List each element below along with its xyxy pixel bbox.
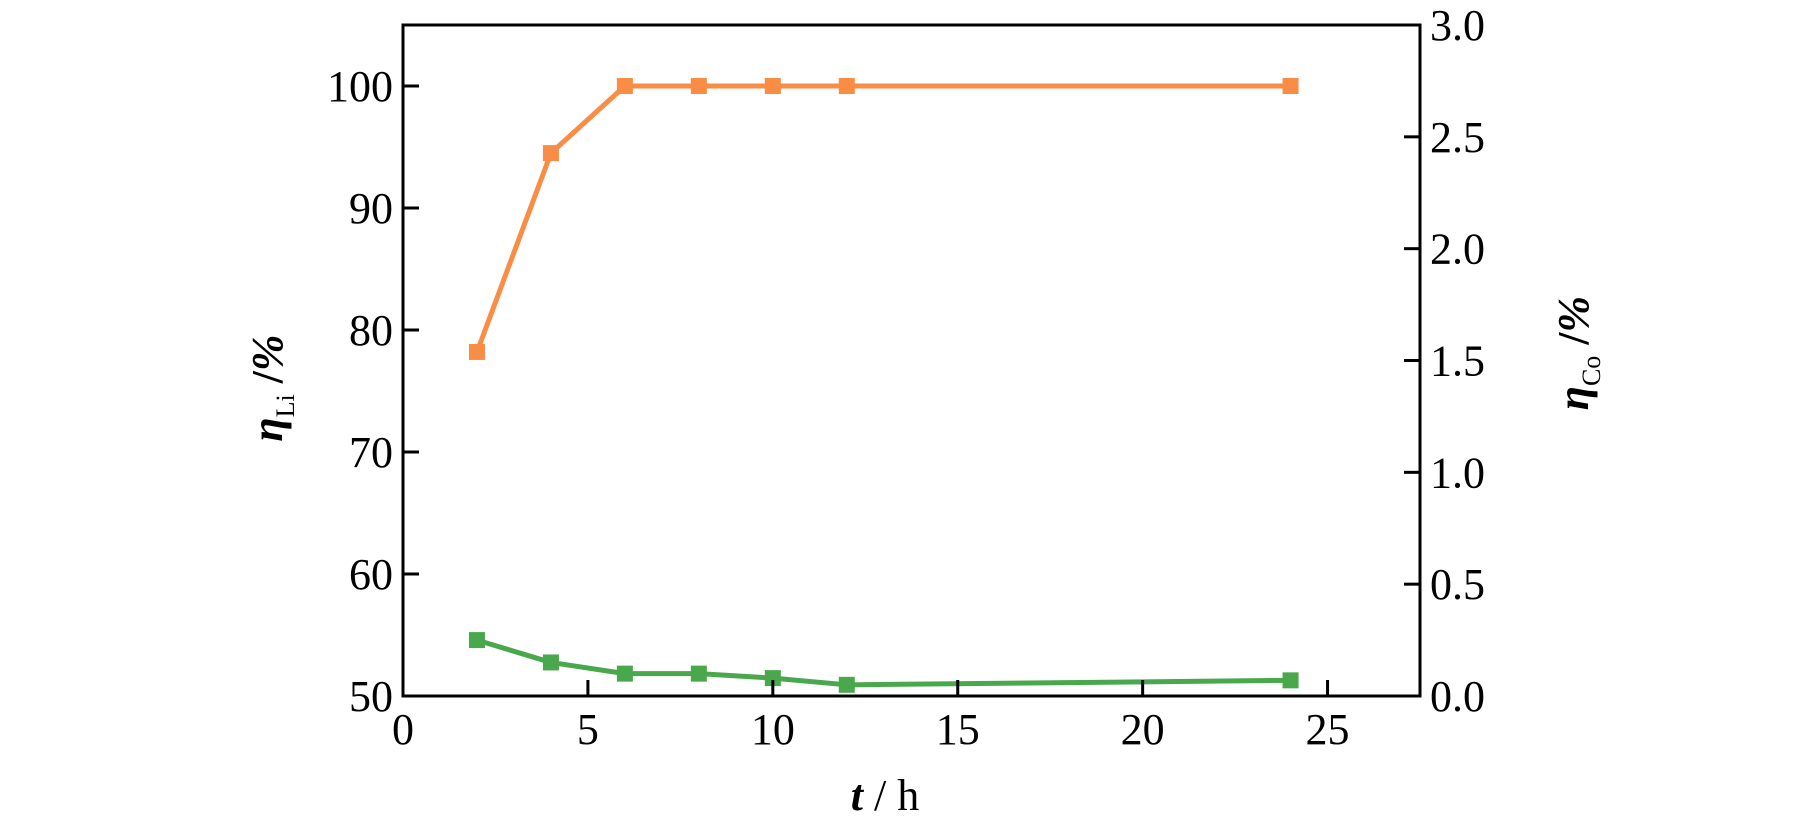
y-right-tick-label: 0.5 [1430,560,1485,609]
plot-frame [401,23,1422,698]
y-right-tick-label: 2.0 [1430,225,1485,274]
y-left-tick-label: 90 [349,184,393,233]
co-series-line [476,637,1291,688]
y-left-axis-title: ηLi /% [243,334,300,441]
co-data-point [616,665,633,682]
y-right-symbol: η [1549,386,1598,410]
x-tick-label: 25 [1306,705,1350,754]
co-data-point [1282,672,1299,689]
li-data-point [1282,78,1299,94]
y-left-tick-label: 50 [349,672,393,721]
y-right-tick-label: 2.5 [1430,113,1485,162]
x-tick-label: 0 [392,705,414,754]
y-left-tick-label: 100 [327,62,393,111]
y-right-tick-label: 0.0 [1430,672,1485,721]
x-tick-label: 5 [577,705,599,754]
li-data-point [690,78,707,94]
x-tick-label: 20 [1121,705,1165,754]
co-data-point [838,676,855,693]
x-tick-label: 15 [936,705,980,754]
y-left-unit: % [243,334,292,371]
y-right-subscript: Co [1577,356,1606,386]
y-right-tick-label: 1.0 [1430,448,1485,497]
co-data-point [468,632,485,649]
y-right-tick-label: 3.0 [1430,1,1485,50]
li-data-point [616,78,633,94]
y-left-tick-label: 80 [349,306,393,355]
x-axis-unit: h [897,771,919,820]
y-right-axis-title: ηCo /% [1549,296,1606,410]
y-right-sep: / [1549,332,1598,356]
x-axis-title: t / h [851,771,919,820]
y-left-tick-label: 60 [349,550,393,599]
x-axis-symbol: t [851,771,865,820]
y-right-unit: % [1549,296,1598,333]
y-left-sep: / [243,370,292,394]
series-layer [468,78,1299,693]
y-left-tick-label: 70 [349,428,393,477]
x-tick-label: 10 [751,705,795,754]
li-data-point [542,145,559,162]
li-series-line [474,83,1291,353]
li-data-point [838,78,855,94]
y-left-subscript: Li [271,394,300,417]
co-data-point [764,670,781,687]
co-data-point [690,665,707,682]
x-axis-sep: / [863,771,897,820]
y-left-symbol: η [243,417,292,441]
li-data-point [764,78,781,94]
y-right-tick-label: 1.5 [1430,337,1485,386]
li-data-point [468,343,485,360]
tick-layer: 0 5 10 15 20 25 50 60 70 80 90 100 0.0 0.5 1.0 1.5 2.0 2.… [327,1,1485,754]
co-data-point [542,654,559,671]
